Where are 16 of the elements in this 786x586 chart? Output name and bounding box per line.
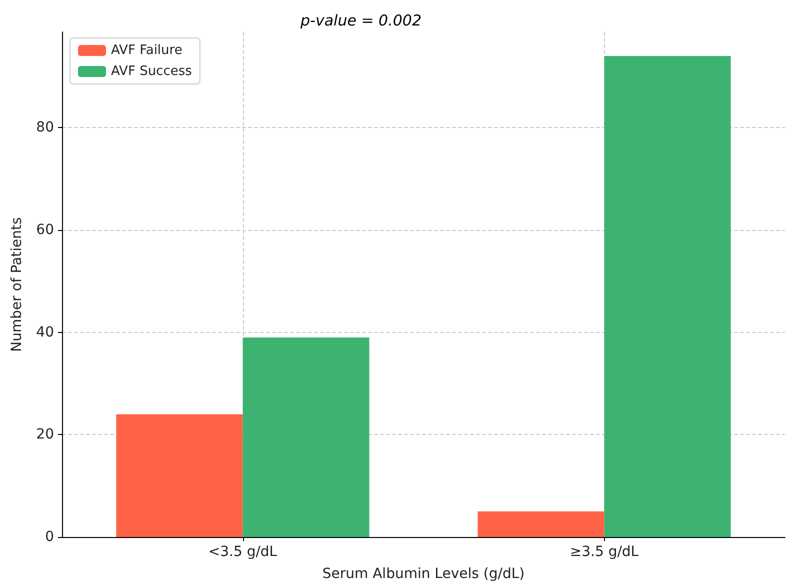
y-tick-label: 20 — [36, 426, 54, 443]
y-tick-label: 0 — [45, 529, 54, 545]
bar — [242, 337, 370, 537]
chart-title: p-value = 0.002 — [300, 12, 422, 30]
legend-label: AVF Success — [111, 64, 192, 79]
bar — [604, 56, 731, 537]
y-tick-label: 80 — [36, 120, 54, 136]
bar — [116, 414, 243, 537]
x-tick-label: ≥3.5 g/dL — [570, 544, 639, 560]
bar — [478, 511, 604, 537]
y-tick-label: 60 — [36, 222, 54, 238]
x-tick-label: <3.5 g/dL — [208, 544, 278, 560]
y-tick-label: 40 — [36, 324, 54, 340]
y-axis-title: Number of Patients — [9, 217, 25, 352]
legend-label: AVF Failure — [111, 43, 182, 58]
x-axis-title: Serum Albumin Levels (g/dL) — [322, 566, 525, 582]
